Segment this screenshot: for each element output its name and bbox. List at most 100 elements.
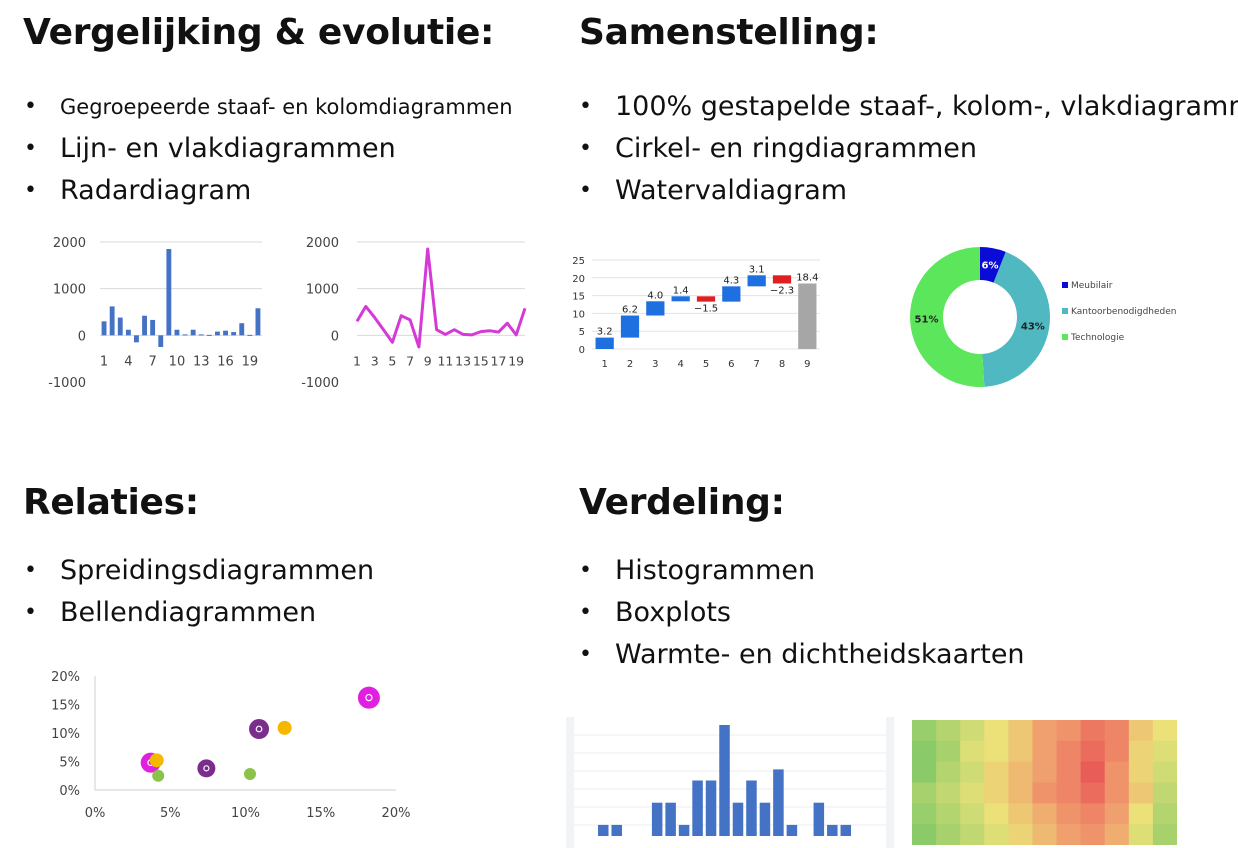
donut-slice bbox=[909, 247, 985, 387]
legend-swatch bbox=[1062, 308, 1068, 314]
heading-comparison: Vergelijking & evolutie: bbox=[23, 12, 495, 53]
histogram-bar bbox=[719, 725, 730, 836]
y-tick-label: 25 bbox=[572, 256, 585, 267]
heatmap-cell bbox=[1128, 824, 1154, 845]
bubble bbox=[244, 768, 257, 781]
donut-slice bbox=[980, 247, 1006, 283]
heatmap-cell bbox=[1128, 740, 1154, 763]
x-tick-label: 5 bbox=[388, 353, 396, 368]
bar bbox=[198, 334, 204, 336]
heatmap-cell bbox=[1080, 740, 1106, 763]
heatmap-cell bbox=[1104, 824, 1130, 845]
heatmap-cell bbox=[912, 803, 937, 825]
heatmap-cell bbox=[912, 720, 937, 742]
x-tick-label: 0% bbox=[85, 806, 106, 821]
list-item: Bellendiagrammen bbox=[24, 592, 374, 634]
x-tick-label: 9 bbox=[424, 353, 432, 368]
heatmap-cell bbox=[1152, 782, 1177, 804]
list-item: Watervaldiagram bbox=[579, 170, 1238, 212]
bar bbox=[247, 334, 253, 336]
bar bbox=[125, 329, 131, 336]
list-item: Boxplots bbox=[579, 592, 1025, 634]
legend-swatch bbox=[1062, 282, 1068, 288]
x-tick-label: 10% bbox=[231, 806, 260, 821]
histogram-bar bbox=[611, 824, 622, 836]
column-chart: 2000 1000 0 -1000 1 4 7 10 13 16 19 bbox=[48, 236, 262, 391]
data-label: 3.1 bbox=[749, 264, 765, 275]
y-tick-label: 2000 bbox=[53, 236, 86, 251]
bubble bbox=[249, 719, 270, 740]
histogram-bar bbox=[705, 780, 717, 836]
heatmap-cell bbox=[1080, 803, 1106, 825]
bar bbox=[182, 334, 188, 336]
y-tick-label: 5 bbox=[579, 327, 585, 338]
heatmap-cell bbox=[1152, 803, 1177, 825]
heading-distribution: Verdeling: bbox=[579, 482, 785, 523]
heatmap-cell bbox=[1032, 720, 1058, 742]
heading-relations: Relaties: bbox=[23, 482, 199, 523]
list-item: Cirkel- en ringdiagrammen bbox=[579, 128, 1238, 170]
list-relations: Spreidingsdiagrammen Bellendiagrammen bbox=[24, 550, 374, 634]
x-tick-label: 3 bbox=[371, 353, 379, 368]
heatmap-cell bbox=[984, 782, 1009, 804]
x-tick-label: 16 bbox=[217, 354, 234, 369]
y-tick-label: 20 bbox=[572, 274, 585, 285]
donut-chart: 6% 43% 51% Meubilair Kantoorbenodigdheden Tec… bbox=[909, 247, 1177, 387]
x-tick-label: 3 bbox=[652, 359, 658, 370]
heatmap-cell bbox=[1056, 740, 1082, 763]
list-distribution: Histogrammen Boxplots Warmte- en dichthe… bbox=[579, 550, 1025, 676]
x-tick-label: 2 bbox=[627, 359, 633, 370]
x-tick-label: 8 bbox=[779, 359, 785, 370]
y-tick-label: 0 bbox=[331, 329, 339, 344]
heatmap-cell bbox=[1056, 720, 1082, 742]
bar bbox=[255, 308, 261, 336]
x-tick-label: 13 bbox=[455, 353, 471, 368]
x-tick-label: 1 bbox=[100, 354, 108, 369]
y-tick-label: 2000 bbox=[306, 236, 339, 251]
donut-slice bbox=[982, 251, 1050, 387]
heatmap-cell bbox=[1008, 824, 1033, 845]
data-label: 6.2 bbox=[622, 305, 638, 316]
heatmap-cell bbox=[912, 740, 937, 763]
list-composition: 100% gestapelde staaf-, kolom-, vlakdiag… bbox=[579, 86, 1238, 212]
y-tick-label: 5% bbox=[59, 756, 80, 771]
histogram-bar bbox=[651, 802, 663, 836]
bar bbox=[190, 329, 196, 336]
bubble bbox=[357, 686, 380, 709]
heatmap-cell bbox=[1128, 720, 1154, 742]
x-tick-label: 17 bbox=[491, 353, 507, 368]
heatmap-cell bbox=[936, 782, 961, 804]
heatmap-cell bbox=[1080, 782, 1106, 804]
histogram-bar bbox=[840, 824, 852, 836]
heatmap-cell bbox=[1008, 761, 1033, 783]
heatmap-cell bbox=[1080, 761, 1106, 783]
heatmap-cell bbox=[1104, 740, 1130, 763]
heatmap-cell bbox=[1128, 761, 1154, 783]
x-tick-label: 19 bbox=[242, 354, 259, 369]
waterfall-bar bbox=[798, 283, 817, 349]
bubble bbox=[197, 759, 216, 778]
x-tick-label: 9 bbox=[804, 359, 810, 370]
bar bbox=[158, 335, 164, 347]
waterfall-bar bbox=[620, 315, 640, 338]
heatmap-cell bbox=[960, 740, 985, 763]
heatmap-cell bbox=[960, 761, 985, 783]
waterfall-bar bbox=[722, 286, 741, 302]
bar bbox=[206, 334, 212, 336]
heatmap-cell bbox=[984, 761, 1009, 783]
y-tick-label: -1000 bbox=[301, 376, 339, 391]
bubble bbox=[152, 769, 165, 782]
heatmap-cell bbox=[1152, 740, 1177, 763]
y-tick-label: 10% bbox=[51, 727, 80, 742]
y-tick-label: 10 bbox=[572, 309, 585, 320]
bar bbox=[215, 331, 220, 336]
list-item: Gegroepeerde staaf- en kolomdiagrammen bbox=[24, 86, 513, 128]
bar bbox=[117, 317, 123, 336]
waterfall-bar bbox=[772, 275, 792, 284]
heatmap-cell bbox=[1128, 782, 1154, 804]
heatmap-cell bbox=[1032, 761, 1058, 783]
x-tick-label: 11 bbox=[437, 353, 453, 368]
histogram-bar bbox=[786, 824, 798, 836]
heatmap-cell bbox=[1032, 740, 1058, 763]
heatmap-cell bbox=[1032, 803, 1058, 825]
